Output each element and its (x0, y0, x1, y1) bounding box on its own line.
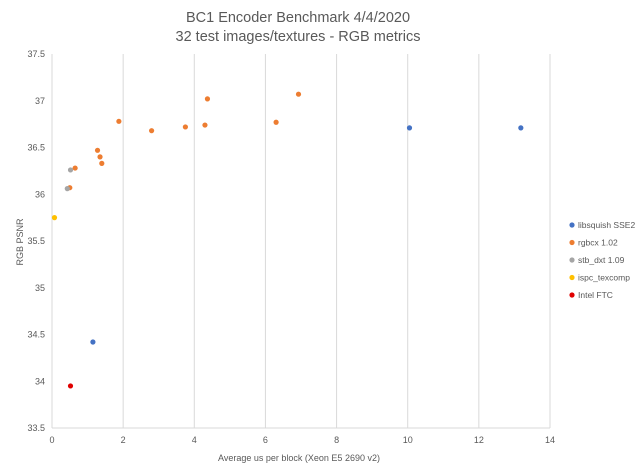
data-point (67, 383, 74, 389)
data-point (72, 165, 78, 171)
data-point (518, 125, 524, 131)
x-tick-label: 10 (403, 435, 413, 445)
x-tick-label: 6 (263, 435, 268, 445)
data-point (64, 186, 70, 192)
data-point (406, 125, 413, 131)
gridlines (51, 54, 551, 429)
legend-marker (569, 222, 575, 228)
x-tick-label: 8 (334, 435, 339, 445)
y-axis-label: RGB PSNR (15, 218, 25, 266)
data-point (295, 91, 302, 97)
x-tick-label: 14 (545, 435, 555, 445)
legend-marker (569, 239, 575, 246)
chart-subtitle: 32 test images/textures - RGB metrics (176, 29, 421, 45)
legend-marker (569, 257, 575, 263)
x-tick-label: 4 (192, 435, 197, 445)
legend-marker (569, 274, 575, 281)
y-tick-label: 34.5 (27, 330, 45, 340)
data-point (202, 122, 208, 128)
x-tick-label: 12 (474, 435, 484, 445)
legend-label: rgbcx 1.02 (578, 238, 618, 248)
data-point (97, 154, 103, 160)
y-tick-label: 37 (35, 96, 45, 106)
x-tick-label: 2 (121, 435, 126, 445)
y-tick-label: 36.5 (27, 143, 45, 153)
legend-label: ispc_texcomp (578, 273, 630, 283)
data-point (94, 147, 101, 153)
x-axis-label: Average us per block (Xeon E5 2690 v2) (218, 453, 380, 463)
chart-title: BC1 Encoder Benchmark 4/4/2020 (186, 10, 410, 26)
data-point (116, 118, 122, 124)
legend-label: Intel FTC (578, 290, 613, 300)
legend-label: libsquish SSE2 (578, 220, 635, 230)
data-point (99, 160, 105, 166)
legend-marker (569, 292, 575, 298)
y-tick-label: 35.5 (27, 236, 45, 246)
data-point (204, 96, 211, 102)
x-axis-ticks: 0 2 4 6 8 10 12 14 (49, 435, 555, 445)
legend: libsquish SSE2 rgbcx 1.02 stb_dxt 1.09 ispc… (569, 220, 635, 300)
data-point (182, 124, 188, 130)
y-axis-ticks: 33.5 34 34.5 35 35.5 36 36.5 37 37.5 (27, 49, 45, 433)
y-tick-label: 34 (35, 376, 45, 386)
y-tick-label: 36 (35, 189, 45, 199)
data-points (51, 91, 524, 389)
x-tick-label: 0 (49, 435, 54, 445)
legend-label: stb_dxt 1.09 (578, 255, 625, 265)
y-tick-label: 35 (35, 283, 45, 293)
data-point (149, 128, 155, 134)
y-tick-label: 33.5 (27, 423, 45, 433)
data-point (273, 119, 279, 125)
data-point (90, 339, 96, 345)
data-point (67, 167, 74, 173)
y-tick-label: 37.5 (27, 49, 45, 59)
data-point (51, 215, 58, 221)
